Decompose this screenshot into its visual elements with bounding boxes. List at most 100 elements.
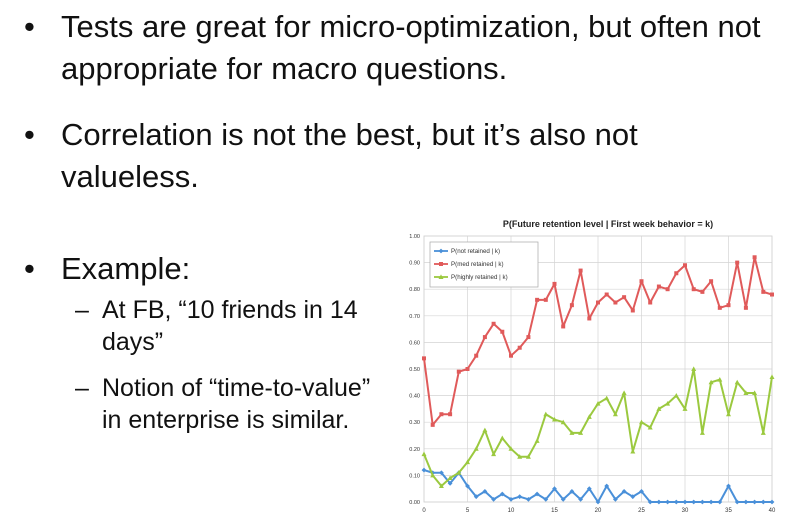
- data-point: [587, 316, 592, 321]
- x-tick-label: 0: [422, 508, 426, 514]
- chart-title: P(Future retention level | First week be…: [503, 219, 713, 229]
- bullet-2: • Correlation is not the best, but it’s …: [24, 114, 784, 198]
- data-point: [612, 411, 618, 417]
- data-point: [534, 438, 540, 443]
- data-point: [726, 303, 731, 308]
- data-point: [752, 255, 757, 260]
- data-point: [700, 289, 705, 294]
- data-point: [500, 329, 505, 334]
- data-point: [596, 300, 600, 305]
- data-point: [709, 279, 714, 284]
- data-point: [482, 335, 487, 340]
- chart-axes: 0.00 0.10 0.20 0.30 0.40 0.50 0.60 0.70 0.80 0.90…: [409, 234, 776, 514]
- data-point: [543, 496, 549, 502]
- data-point: [630, 494, 636, 500]
- legend-swatch-marker: [439, 262, 443, 266]
- data-point: [708, 379, 714, 385]
- bullet-3: • Example:: [24, 248, 384, 290]
- legend-entry: P(not retained | k): [451, 248, 500, 255]
- data-point: [674, 271, 679, 276]
- data-point: [560, 419, 566, 425]
- data-point: [708, 499, 714, 505]
- x-tick-label: 10: [508, 508, 515, 514]
- data-point: [665, 287, 670, 292]
- data-point: [534, 491, 540, 497]
- data-point: [769, 374, 775, 379]
- data-point: [578, 268, 583, 273]
- data-point: [508, 446, 514, 451]
- data-point: [665, 400, 671, 406]
- data-point: [726, 411, 731, 417]
- data-point: [526, 335, 531, 340]
- data-point: [760, 499, 766, 505]
- data-point: [673, 499, 679, 505]
- data-point: [604, 395, 610, 401]
- data-point: [474, 353, 479, 358]
- data-point: [769, 499, 775, 505]
- data-point: [526, 496, 531, 502]
- data-point: [552, 416, 557, 422]
- data-point: [465, 367, 470, 371]
- y-tick-label: 0.60: [409, 340, 420, 346]
- data-point: [448, 412, 453, 417]
- data-point: [647, 499, 653, 505]
- data-point: [491, 496, 496, 502]
- data-point: [760, 430, 766, 435]
- data-point: [770, 292, 774, 297]
- data-point: [578, 430, 584, 435]
- y-tick-label: 1.00: [409, 234, 420, 240]
- data-point: [752, 499, 757, 505]
- data-point: [630, 448, 636, 454]
- data-point: [535, 297, 540, 302]
- data-point: [491, 451, 497, 457]
- data-point: [517, 345, 522, 350]
- data-point: [734, 379, 740, 385]
- data-point: [604, 292, 609, 297]
- bullet-text: Tests are great for micro-optimization, …: [61, 9, 761, 86]
- sub-bullet-text: Notion of “time-to-value” in enterprise …: [102, 374, 371, 434]
- data-point: [665, 499, 670, 505]
- data-point: [621, 390, 627, 395]
- data-point: [586, 486, 592, 492]
- data-point: [491, 321, 496, 326]
- data-point: [569, 303, 574, 308]
- legend-entry: P(highly retained | k): [451, 274, 508, 281]
- sub-bullet-dash: –: [75, 374, 89, 402]
- data-point: [630, 308, 635, 313]
- data-point: [552, 486, 557, 492]
- data-point: [639, 279, 644, 284]
- x-tick-label: 40: [769, 508, 776, 514]
- data-point: [508, 496, 514, 502]
- data-point: [578, 496, 583, 502]
- data-point: [691, 287, 696, 292]
- sub-bullet-2: – Notion of “time-to-value” in enterpris…: [75, 372, 375, 436]
- data-point: [656, 284, 661, 289]
- legend-swatch-marker: [438, 274, 444, 279]
- data-point: [499, 435, 505, 441]
- data-point: [456, 470, 462, 475]
- data-point: [517, 454, 523, 459]
- x-tick-label: 25: [638, 508, 645, 514]
- data-point: [613, 300, 618, 305]
- sub-bullet-1: – At FB, “10 friends in 14 days”: [75, 294, 375, 358]
- data-point: [569, 488, 575, 494]
- data-point: [456, 369, 461, 374]
- data-point: [699, 430, 705, 435]
- data-point: [525, 454, 531, 459]
- data-point: [604, 483, 610, 489]
- y-tick-label: 0.50: [409, 367, 420, 373]
- bullet-1: • Tests are great for micro-optimization…: [24, 6, 784, 90]
- bullet-dot: •: [24, 117, 35, 152]
- data-point: [482, 488, 488, 494]
- data-point: [639, 419, 644, 425]
- data-point: [543, 411, 549, 417]
- data-point: [447, 480, 453, 486]
- data-point: [700, 499, 705, 505]
- data-point: [482, 427, 488, 433]
- chart-series: [421, 255, 775, 505]
- data-point: [517, 494, 523, 500]
- x-tick-label: 35: [725, 508, 732, 514]
- data-point: [430, 472, 436, 478]
- y-tick-label: 0.20: [409, 447, 420, 453]
- data-point: [682, 406, 688, 411]
